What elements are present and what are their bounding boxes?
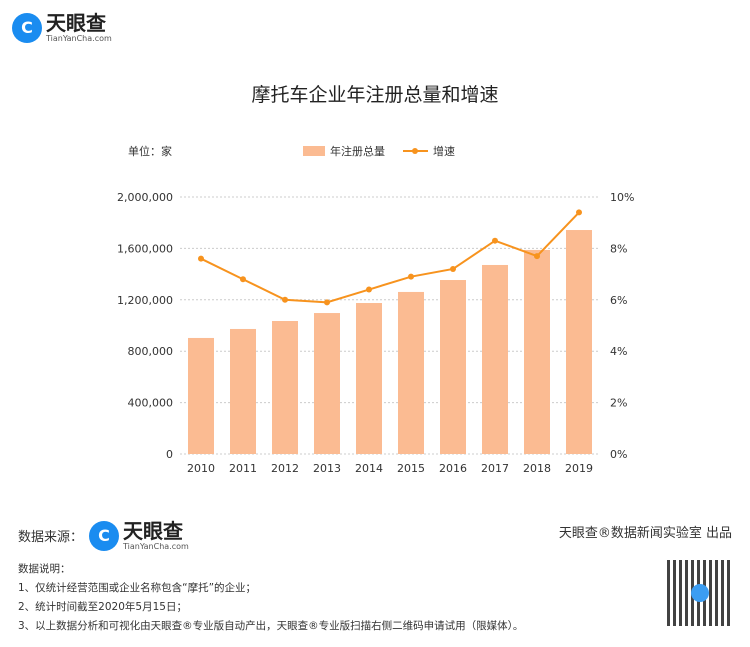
chart-title: 摩托车企业年注册总量和增速 [251,84,499,106]
unit-label: 单位：家 [128,144,172,158]
legend-line-label: 增速 [433,144,455,158]
growth-point [240,276,246,283]
x-tick-label: 2017 [481,462,509,475]
brand-name: 天眼查 [123,519,184,543]
legend-bar-label: 年注册总量 [330,144,385,158]
brand-domain: TianYanCha.com [46,34,112,43]
legend: 年注册总量 增速 [303,144,455,158]
x-tick-label: 2018 [523,462,551,475]
bar [566,230,592,454]
growth-point [408,273,414,280]
x-tick-label: 2010 [187,462,215,475]
brand-name: 天眼查 [46,11,106,35]
bar [524,249,550,454]
logo-icon: C [12,12,42,43]
left-tick-label: 2,000,000 [117,191,173,204]
source-label: 数据来源： [18,530,84,545]
bar [188,337,214,454]
growth-point [492,237,498,244]
qr-code[interactable] [667,560,733,626]
notes-title: 数据说明： [18,563,71,575]
left-tick-label: 1,600,000 [117,242,173,255]
legend-bar-swatch [303,146,325,156]
bar [230,328,256,454]
left-tick-label: 1,200,000 [117,294,173,307]
note-item: 1、仅统计经营范围或企业名称包含“摩托”的企业； [18,582,257,594]
x-tick-label: 2013 [313,462,341,475]
right-tick-label: 4% [610,345,627,358]
growth-point [198,255,204,262]
x-tick-label: 2014 [355,462,383,475]
right-tick-label: 6% [610,294,627,307]
logo-icon: C [89,520,120,551]
brand-logo: C 天眼查 TianYanCha.com [12,12,112,43]
growth-line [200,211,580,304]
x-tick-label: 2016 [439,462,467,475]
growth-point [450,265,456,272]
left-tick-label: 800,000 [128,345,174,358]
credit: 天眼查®数据新闻实验室 出品 [558,526,732,541]
bar [356,303,382,454]
left-tick-label: 0 [166,448,173,461]
x-tick-label: 2012 [271,462,299,475]
x-tick-label: 2015 [397,462,425,475]
bar [272,321,298,454]
brand-domain: TianYanCha.com [123,542,189,551]
bar [482,264,508,454]
right-tick-label: 8% [610,242,627,255]
legend-line-marker [412,148,418,154]
growth-point [534,253,540,260]
data-source: 数据来源： C 天眼查 TianYanCha.com [18,520,189,551]
right-tick-label: 0% [610,448,627,461]
note-item: 3、以上数据分析和可视化由天眼查®专业版自动产出，天眼查®专业版扫描右侧二维码申… [18,620,524,632]
x-tick-label: 2011 [229,462,257,475]
bar [398,291,424,454]
x-tick-label: 2019 [565,462,593,475]
notes: 数据说明： 1、仅统计经营范围或企业名称包含“摩托”的企业； 2、统计时间截至2… [18,560,523,636]
growth-point [576,209,582,216]
growth-point [282,296,288,303]
source-logo: C 天眼查 TianYanCha.com [89,520,189,551]
left-tick-label: 400,000 [128,397,174,410]
note-item: 2、统计时间截至2020年5月15日； [18,601,187,613]
bar [440,280,466,454]
right-tick-label: 2% [610,397,627,410]
bar [314,313,340,454]
growth-point [324,299,330,306]
chart: 单位：家 年注册总量 增速 0 0% 400,000 2% 800,000 4% 1,200… [117,144,634,475]
right-tick-label: 10% [610,191,634,204]
growth-point [366,286,372,293]
